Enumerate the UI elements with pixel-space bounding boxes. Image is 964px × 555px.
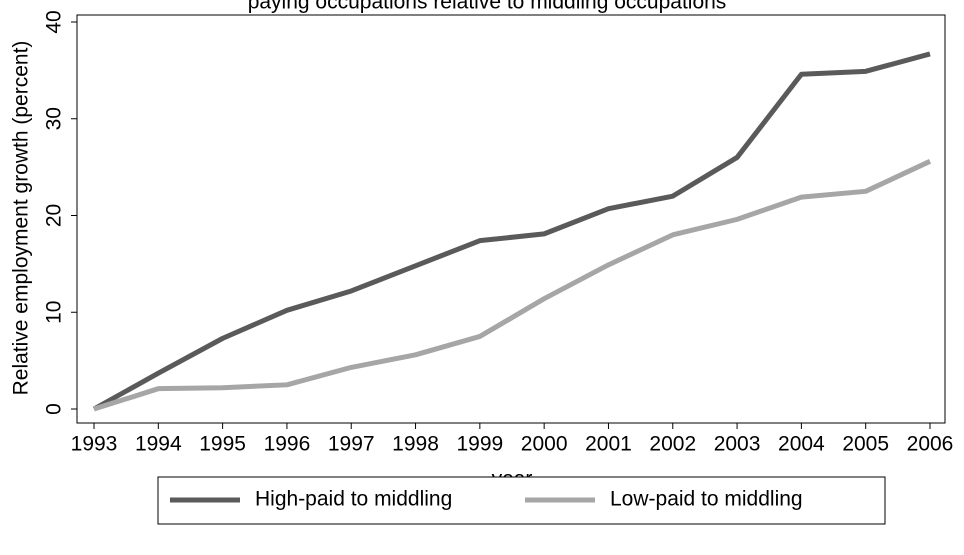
series-line <box>93 159 932 412</box>
x-tick-label: 1998 <box>392 433 439 456</box>
legend-label: Low-paid to middling <box>610 488 803 511</box>
x-tick-label: 2002 <box>649 433 696 456</box>
x-tick-label: 2005 <box>842 433 889 456</box>
series-line <box>92 51 931 412</box>
y-axis-label: Relative employment growth (percent) <box>10 41 33 396</box>
x-tick-label: 1997 <box>328 433 375 456</box>
x-tick-label: 2006 <box>907 433 954 456</box>
x-tick-label: 1994 <box>135 433 182 456</box>
x-tick-label: 1999 <box>456 433 503 456</box>
x-tick-label: 1995 <box>199 433 246 456</box>
y-tick-label: 10 <box>43 301 66 324</box>
plot-frame <box>76 14 946 424</box>
x-tick-label: 1993 <box>71 433 118 456</box>
x-tick-label: 1996 <box>264 433 311 456</box>
x-tick-label: 2000 <box>521 433 568 456</box>
x-tick-label: 2001 <box>585 433 632 456</box>
legend-box <box>157 476 886 525</box>
y-tick-label: 40 <box>43 10 66 33</box>
legend-label: High-paid to middling <box>255 488 452 511</box>
y-tick-label: 20 <box>43 204 66 227</box>
x-tick-label: 2003 <box>714 433 761 456</box>
x-tick-label: 2004 <box>778 433 825 456</box>
y-tick-label: 30 <box>43 107 66 130</box>
chart-title: paying occupations relative to middling … <box>248 0 727 14</box>
y-tick-label: 0 <box>43 403 66 415</box>
